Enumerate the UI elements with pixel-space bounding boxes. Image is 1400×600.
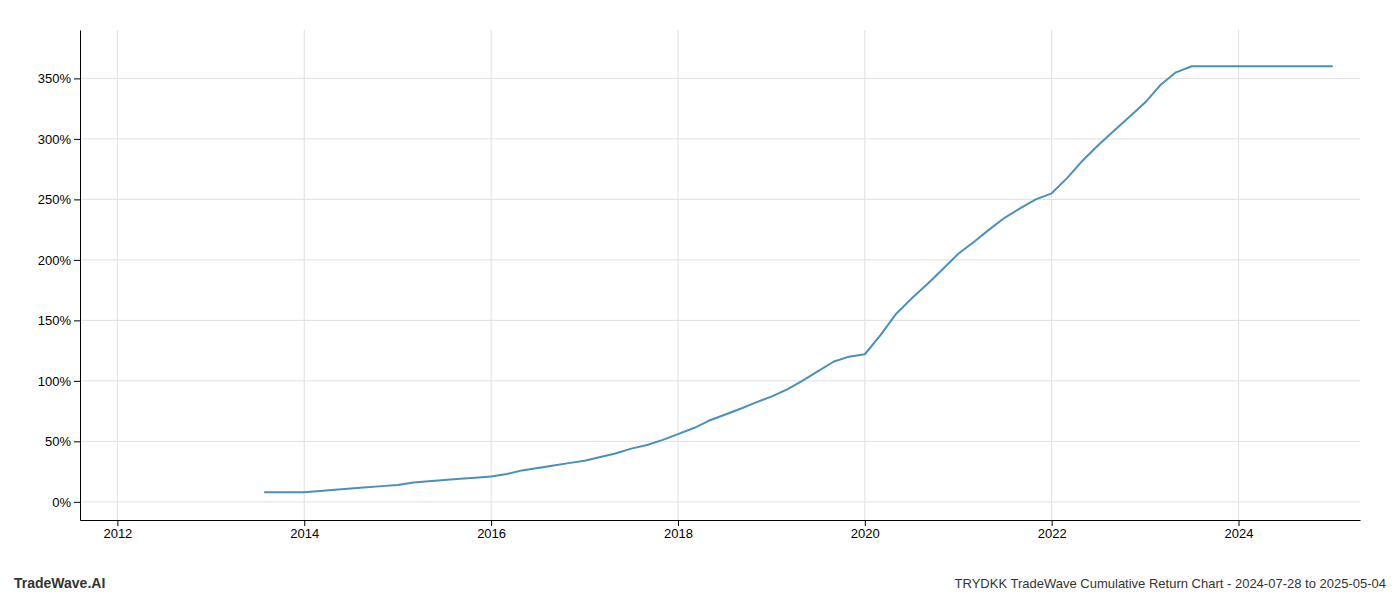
tick-mark (74, 199, 80, 200)
tick-mark (74, 502, 80, 503)
grid-line (677, 30, 678, 520)
tick-label: 0% (52, 495, 71, 510)
grid-line (491, 30, 492, 520)
tick-label: 2022 (1038, 526, 1067, 541)
grid-line (80, 259, 1360, 260)
tick-label: 200% (38, 253, 72, 268)
tick-label: 2020 (851, 526, 880, 541)
tick-mark (74, 260, 80, 261)
tick-label: 2024 (1225, 526, 1254, 541)
tick-label: 50% (45, 434, 71, 449)
grid-line (80, 380, 1360, 381)
tick-mark (117, 520, 118, 526)
tick-label: 350% (38, 71, 72, 86)
plot-area: 2012 2014 2016 2018 2020 2022 2024 0% 50% 100% 150… (38, 30, 1361, 541)
tick: 250% (38, 192, 80, 207)
tick: 2012 (103, 520, 132, 541)
watermark: TradeWave.AI (14, 575, 105, 591)
tick: 50% (45, 434, 80, 449)
tick: 2016 (477, 520, 506, 541)
tick-label: 2016 (477, 526, 506, 541)
tick: 2020 (851, 520, 880, 541)
line (265, 66, 1332, 492)
tick-mark (1239, 520, 1240, 526)
tick: 100% (38, 374, 80, 389)
tick-mark (304, 520, 305, 526)
tick: 2022 (1038, 520, 1067, 541)
grid-line (1238, 30, 1239, 520)
tick: 150% (38, 313, 80, 328)
grid-line (304, 30, 305, 520)
title: TRYDKK TradeWave Cumulative Return Chart… (955, 576, 1386, 591)
tick-label: 250% (38, 192, 72, 207)
x-axis: 2012 2014 2016 2018 2020 2022 2024 (81, 520, 1361, 541)
tick-label: 100% (38, 374, 72, 389)
tick-mark (491, 520, 492, 526)
tick-label: 2018 (664, 526, 693, 541)
chart: 2012 2014 2016 2018 2020 2022 2024 0% 50% 100% 150… (0, 0, 1400, 600)
tick-mark (74, 320, 80, 321)
grid-line (80, 501, 1360, 502)
grid-line (1051, 30, 1052, 520)
tick-label: 150% (38, 313, 72, 328)
tick: 350% (38, 71, 80, 86)
tick-mark (74, 139, 80, 140)
tick: 0% (52, 495, 80, 510)
grid-line (80, 441, 1360, 442)
tick-mark (74, 441, 80, 442)
tick: 200% (38, 253, 80, 268)
tick-mark (74, 78, 80, 79)
grid-line (117, 30, 118, 520)
tick: 300% (38, 132, 80, 147)
axis-line (80, 31, 81, 521)
axis-line (81, 520, 1361, 521)
tick-mark (74, 381, 80, 382)
tick-mark (865, 520, 866, 526)
grid-line (80, 199, 1360, 200)
tick-label: 2014 (290, 526, 319, 541)
grid-line (80, 138, 1360, 139)
marks (265, 66, 1332, 492)
y-axis: 0% 50% 100% 150% 200% 250% 300% 350% (38, 31, 81, 521)
tick: 2014 (290, 520, 319, 541)
tick-mark (678, 520, 679, 526)
grid-line (864, 30, 865, 520)
grid-line (80, 320, 1360, 321)
grid (80, 30, 1360, 520)
tick-label: 300% (38, 132, 72, 147)
tick: 2024 (1225, 520, 1254, 541)
tick-label: 2012 (103, 526, 132, 541)
tick: 2018 (664, 520, 693, 541)
tick-mark (1052, 520, 1053, 526)
